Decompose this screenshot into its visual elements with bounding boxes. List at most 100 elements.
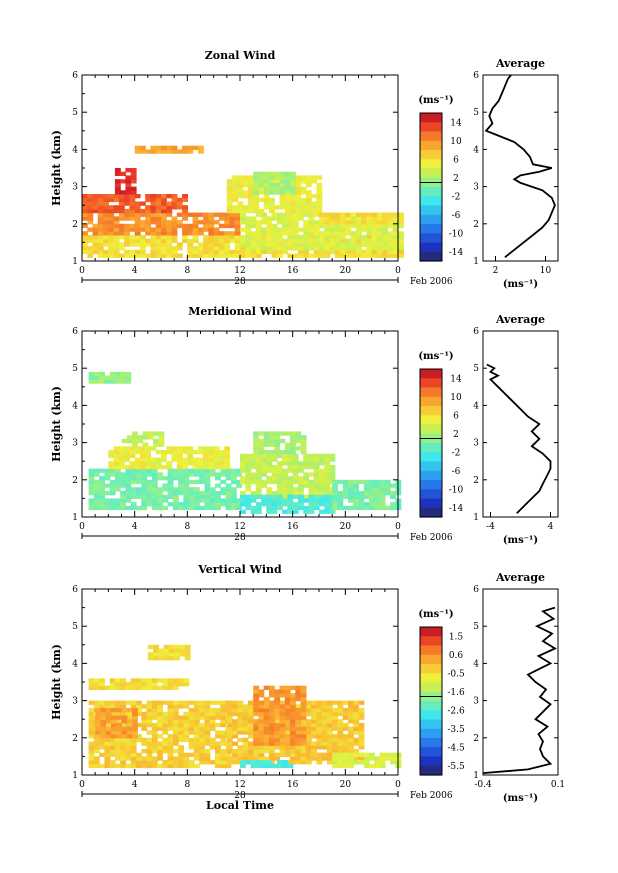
field-cell [332,498,339,503]
field-cell [218,246,225,251]
field-cell [229,216,236,221]
field-cell [236,479,242,485]
field-cell [171,194,178,199]
field-cell [276,763,283,769]
field-cell [329,223,336,229]
field-cell [232,179,238,184]
field-cell [93,505,100,511]
field-cell [247,201,254,206]
field-cell [225,483,232,488]
field-cell [150,145,157,150]
field-cell [209,745,216,750]
field-cell [167,726,174,731]
field-cell [340,235,346,240]
field-cell [108,246,115,251]
field-cell [108,253,115,258]
field-cell [376,231,383,236]
field-cell [253,737,260,743]
field-cell [232,726,238,731]
field-cell [225,502,232,507]
field-cell [255,468,262,473]
field-cell [176,197,183,203]
field-cell [82,197,88,203]
field-cell [269,450,275,455]
field-cell [114,487,121,492]
field-cell [176,453,183,459]
field-cell [208,253,215,258]
field-cell [141,685,148,690]
field-cell [240,494,246,499]
field-cell [258,752,265,757]
field-cell [276,468,283,473]
field-cell [158,435,165,440]
field-cell [93,682,100,687]
field-cell [130,763,137,769]
field-cell [193,756,200,761]
field-cell [240,238,246,243]
field-cell [266,760,273,765]
field-cell [215,505,221,511]
field-cell [379,502,386,507]
field-cell [321,730,328,735]
field-cell [384,483,391,488]
average-y-tick-label: 6 [473,585,479,595]
field-cell [224,238,231,243]
field-cell [303,235,310,240]
field-cell [353,487,360,492]
field-cell [276,216,283,221]
field-cell [282,498,288,503]
average-y-tick-label: 3 [473,183,479,193]
field-cell [240,763,246,769]
field-cell [172,498,179,503]
field-cell [250,457,257,462]
field-cell [337,741,344,746]
field-cell [284,182,291,188]
field-cell [113,461,120,466]
field-cell [363,763,370,769]
average-title: Average [495,57,545,70]
field-cell [193,494,200,499]
field-cell [150,201,157,206]
field-cell [242,704,249,709]
colorbar-unit: (ms⁻¹) [418,95,453,106]
field-cell [120,752,127,757]
field-cell [276,491,283,496]
field-cell [319,223,325,229]
field-cell [324,246,331,251]
field-cell [300,208,307,214]
field-cell [82,194,88,199]
field-cell [82,246,88,251]
field-cell [118,453,125,459]
field-cell [95,719,102,724]
field-cell [136,678,142,683]
field-cell [118,216,125,221]
field-cell [361,242,367,247]
field-cell [151,468,158,473]
field-cell [82,208,88,214]
field-cell [374,491,381,496]
field-cell [287,453,294,459]
field-cell [263,190,270,195]
field-cell [183,756,190,761]
field-cell [242,179,249,184]
field-cell [129,194,136,199]
field-cell [130,749,137,754]
field-cell [139,450,146,455]
field-cell [114,375,121,380]
field-cell [384,505,391,511]
field-cell [215,730,221,735]
field-cell [311,201,317,206]
field-cell [105,734,112,739]
field-cell [255,461,262,466]
field-cell [232,205,238,210]
field-cell [187,212,194,217]
field-cell [290,175,296,180]
field-cell [300,760,307,765]
field-cell [145,238,152,243]
field-cell [150,457,157,462]
field-cell [247,734,254,739]
field-cell [150,464,157,470]
field-cell [240,242,246,247]
field-cell [292,491,299,496]
field-cell [136,734,142,739]
